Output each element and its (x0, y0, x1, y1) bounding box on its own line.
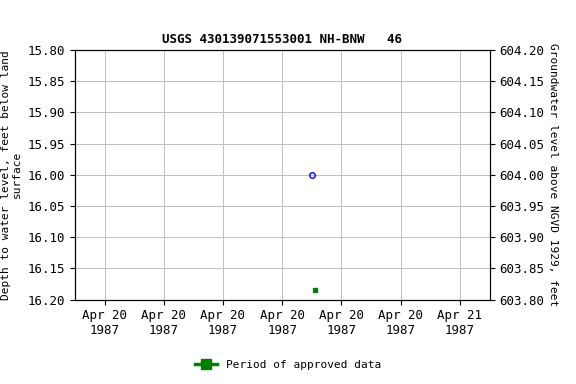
Legend: Period of approved data: Period of approved data (191, 356, 385, 375)
Title: USGS 430139071553001 NH-BNW   46: USGS 430139071553001 NH-BNW 46 (162, 33, 402, 46)
Y-axis label: Groundwater level above NGVD 1929, feet: Groundwater level above NGVD 1929, feet (548, 43, 558, 306)
Y-axis label: Depth to water level, feet below land
surface: Depth to water level, feet below land su… (1, 50, 22, 300)
